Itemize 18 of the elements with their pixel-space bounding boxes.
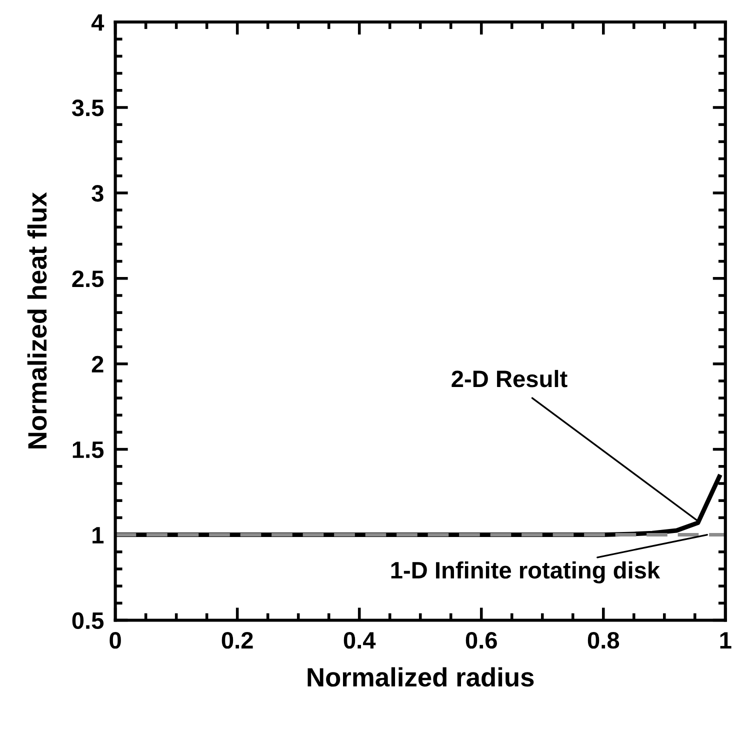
y-tick-label: 3 [92, 185, 104, 202]
x-tick-label: 0.6 [466, 632, 497, 649]
x-axis-title: Normalized radius [308, 667, 534, 687]
y-tick-label: 0.5 [72, 612, 104, 630]
annotation: 2-D Result [452, 370, 568, 388]
x-tick-label: 0.2 [222, 632, 253, 649]
x-tick-label: 0 [110, 632, 121, 649]
annotation: 1-D Infinite rotating disk [391, 561, 660, 584]
y-tick-label: 3.5 [72, 100, 104, 116]
y-tick-label: 4 [91, 14, 104, 31]
x-tick-label: 1 [720, 632, 732, 648]
y-tick-label: 1.5 [72, 442, 104, 458]
x-tick-label: 0.4 [344, 632, 376, 649]
y-axis-title: Normalized heat flux [27, 192, 47, 448]
x-tick-label: 0.8 [588, 632, 620, 649]
y-tick-label: 2.5 [72, 270, 104, 288]
y-tick-label: 2 [92, 356, 104, 372]
y-tick-label: 1 [92, 527, 104, 544]
